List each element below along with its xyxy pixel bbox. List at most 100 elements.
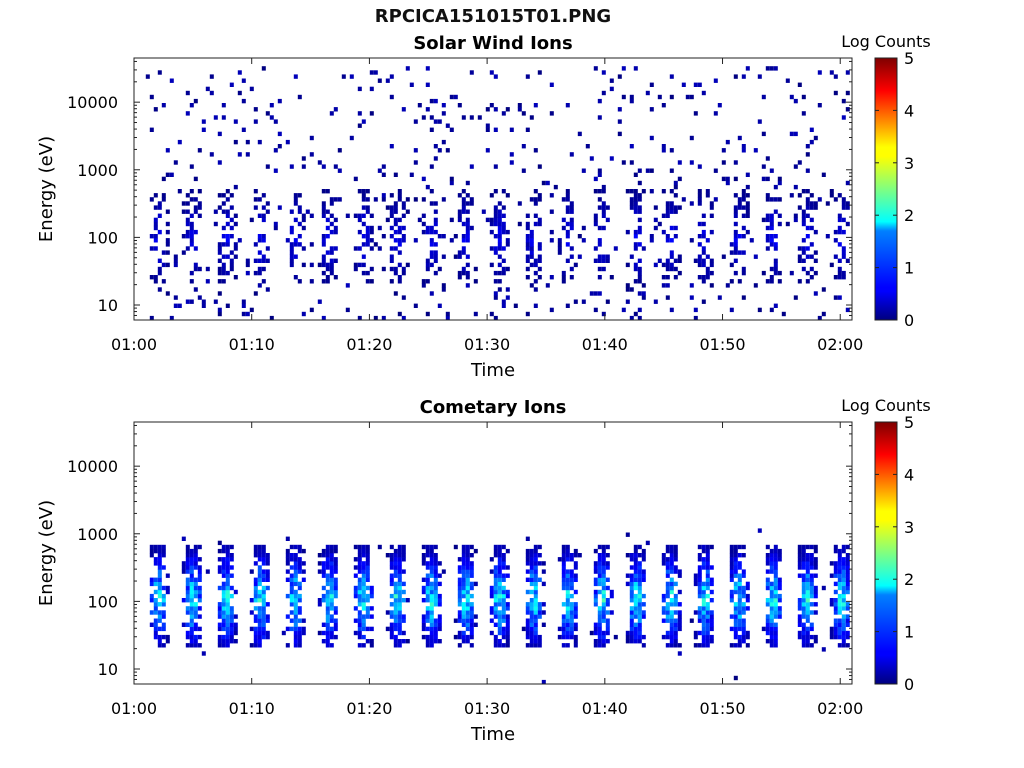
spectrogram-cell (497, 225, 502, 231)
spectrogram-cell (689, 283, 694, 288)
spectrogram-cell (469, 593, 474, 599)
spectrogram-cell (237, 70, 242, 75)
spectrogram-cell (365, 242, 370, 247)
spectrogram-cell (505, 193, 510, 198)
spectrogram-cell (193, 634, 198, 640)
spectrogram-cell (769, 639, 774, 644)
spectrogram-cell (805, 630, 810, 636)
spectrogram-cell (329, 569, 334, 574)
spectrogram-cell (641, 577, 646, 582)
spectrogram-cell (641, 573, 646, 578)
spectrogram-cell (221, 598, 226, 603)
spectrogram-cell (433, 581, 438, 587)
spectrogram-cell (533, 634, 538, 640)
spectrogram-cell (253, 291, 258, 296)
spectrogram-cell (257, 553, 262, 558)
spectrogram-cell (529, 250, 534, 255)
spectrogram-cell (605, 544, 610, 550)
spectrogram-cell (601, 205, 606, 210)
spectrogram-cell (297, 193, 302, 198)
spectrogram-cell (737, 585, 742, 591)
spectrogram-cell (729, 307, 734, 313)
spectrogram-cell (533, 197, 538, 202)
spectrogram-cell (661, 553, 666, 558)
spectrogram-cell (369, 643, 374, 648)
spectrogram-cell (301, 577, 306, 582)
spectrogram-cell (525, 234, 530, 239)
spectrogram-cell (277, 98, 282, 104)
spectrogram-cell (181, 209, 186, 214)
spectrogram-cell (149, 275, 154, 280)
spectrogram-cell (529, 548, 534, 554)
spectrogram-cell (173, 160, 178, 165)
spectrogram-cell (229, 262, 234, 268)
spectrogram-cell (381, 266, 386, 272)
spectrogram-cell (725, 139, 730, 145)
spectrogram-cell (501, 626, 506, 632)
spectrogram-cell (169, 315, 174, 320)
spectrogram-cell (561, 225, 566, 231)
spectrogram-cell (217, 307, 222, 313)
spectrogram-cell (677, 569, 682, 574)
spectrogram-cell (633, 569, 638, 574)
spectrogram-cell (333, 544, 338, 550)
spectrogram-cell (741, 74, 746, 79)
spectrogram-cell (197, 606, 202, 611)
spectrogram-cell (429, 573, 434, 578)
spectrogram-cell (261, 66, 266, 71)
spectrogram-cell (485, 148, 490, 153)
spectrogram-cell (561, 626, 566, 632)
spectrogram-cell (541, 581, 546, 587)
spectrogram-cell (393, 209, 398, 214)
spectrogram-cell (185, 553, 190, 558)
spectrogram-cell (293, 606, 298, 611)
spectrogram-cell (157, 544, 162, 550)
spectrogram-cell (661, 557, 666, 562)
spectrogram-cell (489, 618, 494, 623)
spectrogram-cell (833, 569, 838, 574)
spectrogram-cell (433, 630, 438, 636)
spectrogram-cell (293, 610, 298, 615)
spectrogram-cell (829, 70, 834, 75)
spectrogram-cell (329, 565, 334, 570)
spectrogram-cell (441, 139, 446, 145)
spectrogram-cell (653, 205, 658, 210)
spectrogram-cell (705, 275, 710, 280)
spectrogram-cell (265, 287, 270, 292)
spectrogram-cell (669, 622, 674, 627)
spectrogram-cell (561, 548, 566, 554)
spectrogram-cell (217, 250, 222, 255)
spectrogram-cell (329, 577, 334, 582)
spectrogram-cell (773, 622, 778, 627)
spectrogram-cell (569, 553, 574, 558)
spectrogram-cell (157, 287, 162, 292)
spectrogram-cell (637, 565, 642, 570)
spectrogram-cell (705, 581, 710, 587)
spectrogram-cell (441, 197, 446, 202)
spectrogram-cell (805, 565, 810, 570)
spectrogram-cell (353, 606, 358, 611)
spectrogram-cell (273, 119, 278, 124)
spectrogram-cell (673, 643, 678, 648)
spectrogram-cell (465, 626, 470, 632)
spectrogram-cell (765, 213, 770, 218)
spectrogram-cell (801, 634, 806, 640)
spectrogram-cell (733, 561, 738, 566)
spectrogram-cell (813, 593, 818, 599)
spectrogram-cell (497, 565, 502, 570)
spectrogram-cell (377, 544, 382, 550)
colorbar-tick-label: 5 (904, 413, 914, 432)
spectrogram-cell (185, 630, 190, 636)
spectrogram-cell (253, 119, 258, 124)
spectrogram-cell (465, 270, 470, 276)
spectrogram-cell (733, 234, 738, 239)
spectrogram-cell (437, 639, 442, 644)
spectrogram-cell (805, 589, 810, 595)
spectrogram-cell (409, 82, 414, 87)
spectrogram-cell (737, 589, 742, 595)
spectrogram-cell (665, 275, 670, 280)
spectrogram-cell (597, 242, 602, 247)
spectrogram-cell (841, 581, 846, 587)
spectrogram-cell (705, 553, 710, 558)
spectrogram-cell (433, 557, 438, 562)
